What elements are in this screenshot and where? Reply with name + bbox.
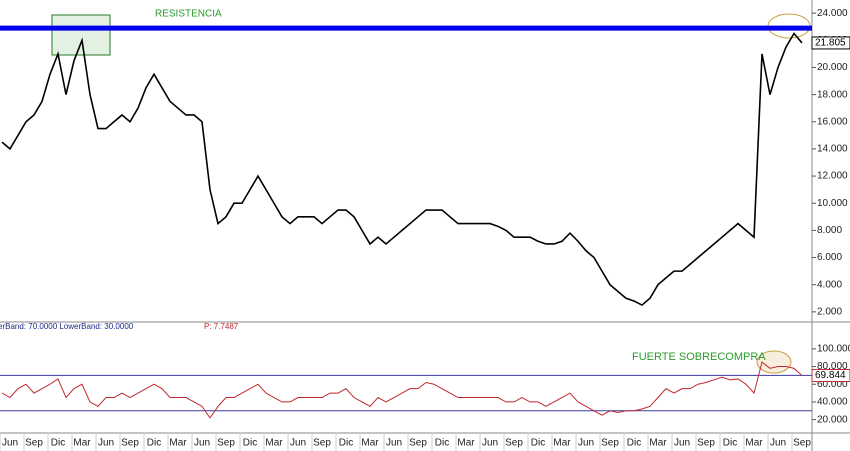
x-tick-label: Jun xyxy=(770,438,786,449)
y-tick-label: 100.000 xyxy=(817,344,850,355)
highlight-box xyxy=(51,14,111,56)
highlight-ellipse xyxy=(756,350,792,374)
x-tick-label: Mar xyxy=(169,438,187,449)
y-tick-label: 20.000 xyxy=(817,62,848,73)
y-tick-label: 24.000 xyxy=(817,8,848,19)
x-tick-label: Dic xyxy=(243,438,257,449)
x-tick-label: Dic xyxy=(627,438,641,449)
y-tick-label: 12.000 xyxy=(817,171,848,182)
x-tick-label: Sep xyxy=(601,438,619,449)
x-tick-label: Mar xyxy=(553,438,571,449)
last-value-label: 21.805 xyxy=(815,38,846,49)
x-tick-label: Jun xyxy=(290,438,306,449)
x-tick-label: Jun xyxy=(386,438,402,449)
x-tick-label: Jun xyxy=(482,438,498,449)
x-tick-label: Dic xyxy=(51,438,65,449)
x-tick-label: Mar xyxy=(745,438,763,449)
y-tick-label: 80.000 xyxy=(817,361,848,372)
x-tick-label: Jun xyxy=(578,438,594,449)
x-tick-label: Dic xyxy=(147,438,161,449)
indicator-bands: erBand: 70.0000 LowerBand: 30.0000 xyxy=(0,322,134,331)
series-line xyxy=(1,361,803,419)
last-value-box xyxy=(811,36,850,50)
overbought-label: FUERTE SOBRECOMPRA xyxy=(632,351,766,363)
y-tick-label: 6.000 xyxy=(817,252,842,263)
x-tick-label: Dic xyxy=(723,438,737,449)
series-line xyxy=(1,32,803,307)
x-tick-label: Sep xyxy=(121,438,139,449)
x-tick-label: Sep xyxy=(409,438,427,449)
y-tick-label: 16.000 xyxy=(817,116,848,127)
x-tick-label: Sep xyxy=(217,438,235,449)
last-value-label: 69.844 xyxy=(815,370,846,381)
x-tick-label: Mar xyxy=(73,438,91,449)
y-tick-label: 18.000 xyxy=(817,89,848,100)
y-tick-label: 4.000 xyxy=(817,279,842,290)
y-tick-label: 60.000 xyxy=(817,379,848,390)
x-tick-label: Jun xyxy=(194,438,210,449)
x-tick-label: Mar xyxy=(361,438,379,449)
x-tick-label: Jun xyxy=(98,438,114,449)
x-tick-label: Dic xyxy=(531,438,545,449)
x-tick-label: Jun xyxy=(2,438,18,449)
y-tick-label: 20.000 xyxy=(817,414,848,425)
x-tick-label: Sep xyxy=(697,438,715,449)
resistance-label: RESISTENCIA xyxy=(155,9,222,20)
y-tick-label: 8.000 xyxy=(817,225,842,236)
x-tick-label: Mar xyxy=(649,438,667,449)
x-tick-label: Mar xyxy=(265,438,283,449)
y-tick-label: 14.000 xyxy=(817,144,848,155)
x-tick-label: Dic xyxy=(435,438,449,449)
y-tick-label: 40.000 xyxy=(817,397,848,408)
indicator-period: P: 7.7487 xyxy=(204,322,239,331)
x-tick-label: Sep xyxy=(25,438,43,449)
last-value-box xyxy=(811,369,850,383)
y-tick-label: 10.000 xyxy=(817,198,848,209)
x-tick-label: Jun xyxy=(674,438,690,449)
x-tick-label: Dic xyxy=(339,438,353,449)
x-tick-label: Sep xyxy=(505,438,523,449)
x-tick-label: Mar xyxy=(457,438,475,449)
x-tick-label: Sep xyxy=(313,438,331,449)
y-tick-label: 2.000 xyxy=(817,306,842,317)
x-tick-label: Sep xyxy=(793,438,811,449)
